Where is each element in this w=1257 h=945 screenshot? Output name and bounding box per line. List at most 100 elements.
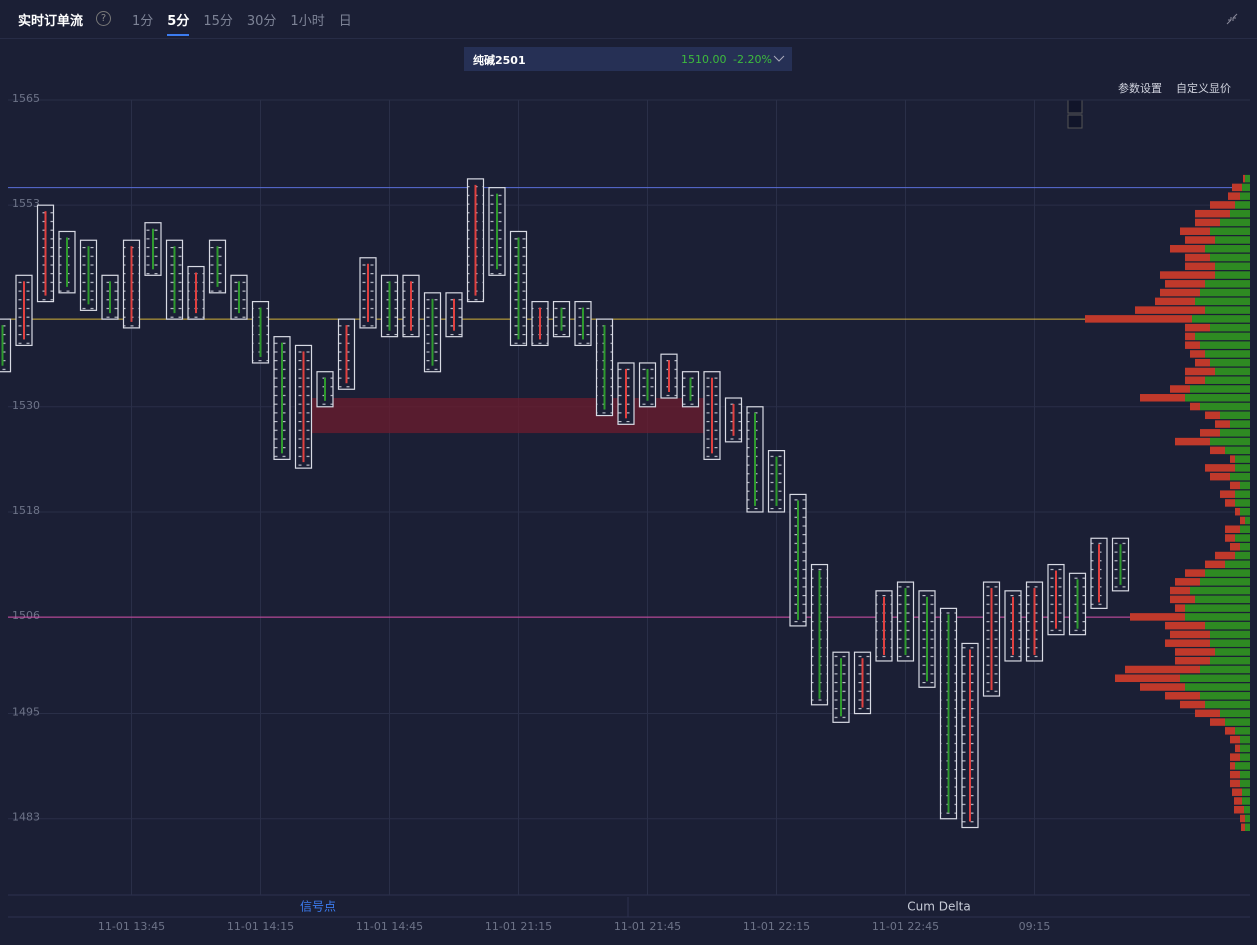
bottom-tab[interactable]: Cum Delta	[907, 900, 971, 914]
profile-buy	[1205, 621, 1250, 630]
tab[interactable]: 1分	[132, 14, 154, 29]
profile-sell	[1230, 753, 1240, 761]
profile-buy	[1240, 770, 1250, 779]
profile-sell	[1215, 551, 1235, 560]
profile-sell	[1175, 604, 1185, 612]
profile-buy	[1245, 174, 1250, 183]
tab[interactable]: 1小时	[290, 14, 325, 29]
symbol-selector[interactable]: 纯碱2501 1510.00 -2.20%	[464, 47, 792, 71]
profile-buy	[1185, 394, 1250, 402]
profile-buy	[1200, 288, 1250, 297]
profile-buy	[1235, 464, 1250, 472]
profile-buy	[1242, 788, 1250, 796]
profile-buy	[1180, 674, 1250, 683]
custom-price-link[interactable]: 自定义显价	[1176, 82, 1231, 95]
profile-buy	[1242, 797, 1250, 805]
profile-buy	[1210, 227, 1250, 235]
y-tick-label: 1530	[12, 399, 40, 412]
profile-sell	[1225, 525, 1240, 533]
profile-sell	[1230, 481, 1240, 490]
x-tick-label: 11-01 22:15	[743, 920, 810, 933]
profile-buy	[1185, 613, 1250, 621]
profile-sell	[1235, 744, 1240, 753]
profile-buy	[1192, 315, 1250, 323]
profile-buy	[1220, 411, 1250, 420]
profile-sell	[1240, 814, 1245, 823]
change: -2.20%	[733, 53, 772, 66]
profile-buy	[1225, 718, 1250, 726]
profile-buy	[1200, 578, 1250, 586]
profile-sell	[1130, 613, 1185, 621]
profile-sell	[1160, 271, 1215, 279]
profile-buy	[1240, 744, 1250, 753]
bottom-tab[interactable]: 信号点	[300, 900, 336, 914]
y-tick-label: 1553	[12, 197, 40, 210]
profile-sell	[1210, 446, 1225, 455]
profile-buy	[1242, 183, 1250, 192]
profile-sell	[1230, 735, 1240, 744]
period-tabs: 1分 5分 15分 30分 1小时 日	[132, 10, 352, 36]
profile-sell	[1185, 262, 1215, 271]
profile-buy	[1200, 665, 1250, 674]
tab[interactable]: 5分	[167, 10, 190, 36]
profile-sell	[1234, 797, 1242, 805]
x-tick-label: 11-01 21:15	[485, 920, 552, 933]
profile-sell	[1175, 656, 1210, 665]
profile-buy	[1220, 218, 1250, 227]
x-tick-label: 09:15	[1019, 920, 1051, 933]
tab[interactable]: 15分	[203, 14, 233, 29]
profile-buy	[1205, 700, 1250, 709]
profile-buy	[1215, 236, 1250, 244]
profile-buy	[1215, 271, 1250, 279]
x-tick-label: 11-01 13:45	[98, 920, 165, 933]
profile-buy	[1200, 341, 1250, 349]
profile-sell	[1225, 534, 1235, 542]
help-icon[interactable]: ?	[96, 11, 111, 26]
settings-link[interactable]: 参数设置	[1118, 82, 1162, 95]
profile-sell	[1140, 394, 1185, 402]
profile-sell	[1185, 236, 1215, 244]
tab[interactable]: 30分	[246, 14, 277, 29]
profile-sell	[1243, 174, 1245, 183]
expand-button[interactable]	[1067, 99, 1083, 114]
tab[interactable]: 日	[338, 14, 352, 29]
profile-sell	[1165, 692, 1200, 700]
profile-sell	[1185, 341, 1200, 349]
profile-buy	[1190, 385, 1250, 393]
profile-buy	[1230, 420, 1250, 428]
profile-buy	[1235, 455, 1250, 463]
collapse-icon[interactable]	[1225, 12, 1239, 26]
profile-sell	[1165, 280, 1205, 288]
profile-sell	[1185, 332, 1195, 341]
profile-buy	[1220, 429, 1250, 437]
profile-buy	[1195, 332, 1250, 341]
y-tick-label: 1518	[12, 504, 40, 517]
profile-buy	[1225, 446, 1250, 455]
profile-buy	[1210, 656, 1250, 665]
profile-sell	[1180, 227, 1210, 235]
profile-buy	[1240, 753, 1250, 761]
help-button[interactable]	[1067, 114, 1083, 129]
profile-buy	[1210, 358, 1250, 367]
profile-buy	[1215, 367, 1250, 376]
profile-buy	[1245, 516, 1250, 525]
profile-buy	[1200, 402, 1250, 411]
profile-buy	[1225, 560, 1250, 569]
y-tick-label: 1506	[12, 609, 40, 622]
profile-buy	[1240, 543, 1250, 551]
profile-sell	[1140, 683, 1185, 691]
profile-buy	[1240, 192, 1250, 200]
price: 1510.00	[681, 53, 727, 66]
profile-sell	[1210, 201, 1235, 209]
x-tick-label: 11-01 14:45	[356, 920, 423, 933]
profile-sell	[1235, 507, 1240, 516]
profile-buy	[1205, 245, 1250, 253]
profile-sell	[1230, 770, 1240, 779]
profile-sell	[1185, 253, 1210, 262]
profile-buy	[1185, 683, 1250, 691]
profile-buy	[1205, 350, 1250, 358]
x-tick-label: 11-01 14:15	[227, 920, 294, 933]
profile-sell	[1155, 297, 1195, 306]
profile-sell	[1175, 648, 1215, 656]
